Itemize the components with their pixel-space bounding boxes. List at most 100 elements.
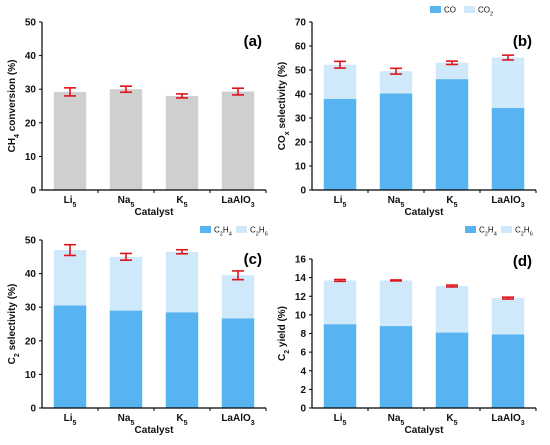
error-bar-Li5 [334,60,346,69]
bar-value-Na5 [109,89,143,190]
legend: C2H4 C2H6 [465,226,533,238]
panel-label: (b) [513,33,532,50]
bar-C2H6-Na5 [109,256,143,311]
y-tick-label: 14 [295,273,307,284]
panel-label: (d) [513,253,532,270]
error-bar-Na5 [120,252,132,261]
y-tick-label: 0 [300,186,306,197]
error-bar-K5 [446,60,458,66]
y-tick-label: 2 [300,385,306,396]
panel-label: (a) [244,33,262,50]
x-tick-label: Na5 [388,195,405,209]
y-tick-label: 8 [300,329,306,340]
bar-CO-Na5 [379,93,413,190]
panel-label: (c) [244,251,262,268]
bar-C2H6-LaAlO3 [491,298,525,335]
legend-label: C2H4 [479,226,497,238]
bar-CO-Li5 [323,98,357,190]
bar-value-K5 [165,95,199,190]
legend-swatch-C2H6 [501,226,512,233]
bar-C2H4-Li5 [323,324,357,408]
x-tick-label: K5 [176,413,187,427]
x-tick-label: Na5 [388,413,405,427]
y-tick-label: 12 [295,292,307,303]
y-tick-label: 16 [295,255,307,266]
bar-C2H4-K5 [165,312,199,408]
x-axis-label: Catalyst [405,425,445,436]
bar-C2H4-Li5 [53,305,87,408]
legend-swatch-C2H6 [236,226,247,233]
x-tick-label: Li5 [334,413,347,427]
legend: CO CO2 [430,6,493,18]
bar-CO2-Li5 [323,64,357,99]
y-tick-label: 40 [25,269,37,280]
y-tick-label: 30 [25,303,37,314]
error-bar-Na5 [120,85,132,94]
y-tick-label: 6 [300,348,306,359]
bar-C2H6-Li5 [53,250,87,306]
y-tick-label: 10 [295,162,307,173]
error-bar-Li5 [64,243,76,257]
y-axis-label: COx selectivity (%) [277,62,291,150]
error-bar-Na5 [390,279,402,282]
legend-label: CO [444,6,456,15]
y-tick-label: 30 [25,85,37,96]
y-tick-label: 20 [25,118,37,129]
y-tick-label: 20 [295,138,307,149]
error-bar-K5 [176,93,188,99]
bar-CO2-K5 [435,62,469,80]
legend-swatch-C2H4 [200,226,211,233]
bar-CO-LaAlO3 [491,107,525,190]
x-tick-label: LaAlO3 [221,195,254,209]
x-tick-label: LaAlO3 [491,413,524,427]
chart-panel-4: Li5 Na5 K5 LaAlO3 0 2 4 6 8 10 12 14 16 Catalyst C2 yi… [277,226,537,436]
y-axis-label: C2 selectivity (%) [7,284,21,365]
x-tick-label: Li5 [64,195,77,209]
y-tick-label: 30 [295,114,307,125]
legend: C2H4 C2H6 [200,226,268,238]
x-axis-label: Catalyst [405,207,445,218]
y-tick-label: 50 [25,236,37,247]
bar-CO2-Na5 [379,71,413,94]
x-tick-label: Li5 [64,413,77,427]
y-tick-label: 70 [295,18,307,29]
y-tick-label: 50 [295,66,307,77]
bar-C2H6-K5 [165,251,199,313]
y-tick-label: 40 [295,90,307,101]
y-tick-label: 60 [295,42,307,53]
bar-CO-K5 [435,79,469,190]
x-tick-label: Na5 [118,195,135,209]
legend-swatch-C2H4 [465,226,476,233]
y-tick-label: 0 [30,186,36,197]
y-tick-label: 4 [300,366,306,377]
y-tick-label: 10 [295,310,307,321]
x-tick-label: LaAlO3 [491,195,524,209]
y-axis-label: C2 yield (%) [277,306,291,361]
legend-swatch-CO2 [464,6,475,13]
legend-label: CO2 [478,6,493,18]
y-tick-label: 0 [30,404,36,415]
x-tick-label: K5 [446,413,457,427]
chart-panel-3: Li5 Na5 K5 LaAlO3 0 10 20 30 40 50 Catalyst C2 sele… [7,226,268,437]
x-tick-label: K5 [446,195,457,209]
legend-label: C2H6 [515,226,533,238]
x-tick-label: K5 [176,195,187,209]
bar-C2H4-K5 [435,332,469,408]
x-tick-label: LaAlO3 [221,413,254,427]
error-bar-K5 [176,248,188,255]
chart-panel-1: Li5 Na5 K5 LaAlO3 0 10 20 30 40 50 Catalyst CH4 con… [7,18,267,218]
y-tick-label: 10 [25,370,37,381]
error-bar-K5 [446,284,458,288]
bar-C2H4-LaAlO3 [491,334,525,408]
y-tick-label: 0 [300,404,306,415]
error-bar-LaAlO3 [502,54,514,61]
y-tick-label: 20 [25,336,37,347]
bar-C2H6-K5 [435,286,469,333]
x-axis-label: Catalyst [135,207,175,218]
chart-panel-2: Li5 Na5 K5 LaAlO3 0 10 20 30 40 50 60 70 Catalyst COx… [277,6,537,218]
y-tick-label: 40 [25,51,37,62]
bar-C2H4-Na5 [109,310,143,408]
bar-value-Li5 [53,91,87,190]
error-bar-Li5 [334,278,346,283]
